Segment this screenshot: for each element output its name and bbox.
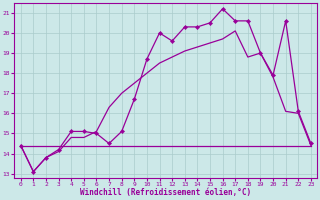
X-axis label: Windchill (Refroidissement éolien,°C): Windchill (Refroidissement éolien,°C) bbox=[80, 188, 252, 197]
